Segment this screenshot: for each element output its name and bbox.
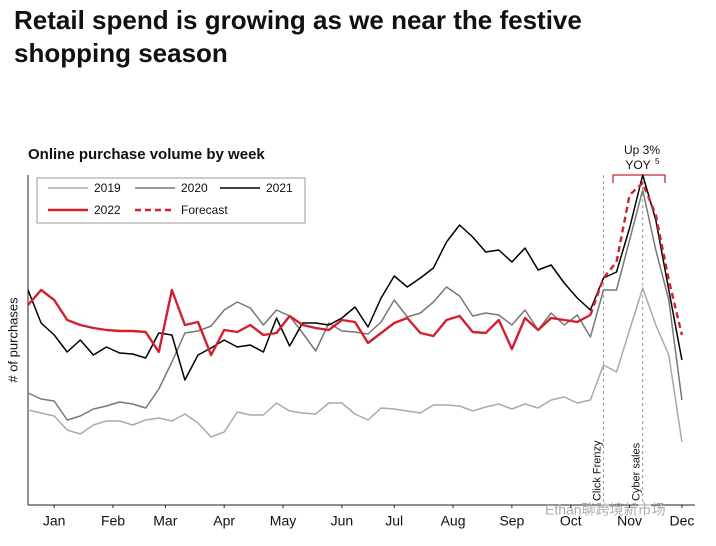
x-tick-label: Jul [385, 513, 403, 529]
x-tick-label: Dec [669, 513, 694, 529]
annotation: YOY [625, 158, 650, 172]
annotation-footnote: 5 [655, 157, 660, 166]
x-tick-label: Sep [499, 513, 524, 529]
legend-label: 2022 [94, 203, 121, 217]
x-tick-label: Feb [101, 513, 125, 529]
x-tick-label: May [270, 513, 296, 529]
annotation-bracket [612, 174, 666, 183]
x-tick-label: Jan [43, 513, 66, 529]
legend-label: 2021 [266, 181, 293, 195]
series-line [27, 287, 683, 443]
y-axis-label: # of purchases [5, 297, 20, 383]
chart-title: shopping season [14, 38, 228, 68]
x-tick-label: Jun [331, 513, 354, 529]
series-line [27, 174, 683, 381]
x-tick-label: Mar [153, 513, 177, 529]
x-tick-label: Oct [560, 513, 582, 529]
x-tick-label: Aug [441, 513, 466, 529]
legend-label: 2020 [181, 181, 208, 195]
series-line [27, 189, 683, 421]
legend-label: Forecast [181, 203, 228, 217]
chart-title: Retail spend is growing as we near the f… [14, 5, 582, 35]
event-label: Click Frenzy [591, 440, 603, 501]
chart-subtitle: Online purchase volume by week [28, 146, 265, 163]
watermark: Ethan聊跨境新市场 [545, 502, 666, 518]
legend-label: 2019 [94, 181, 121, 195]
series-line [27, 288, 591, 357]
annotation: Up 3% [624, 143, 660, 157]
legend-box [36, 177, 306, 224]
series-line [589, 181, 684, 336]
x-tick-label: Nov [617, 513, 642, 529]
event-label: Cyber sales [631, 442, 643, 501]
x-tick-label: Apr [213, 513, 235, 529]
